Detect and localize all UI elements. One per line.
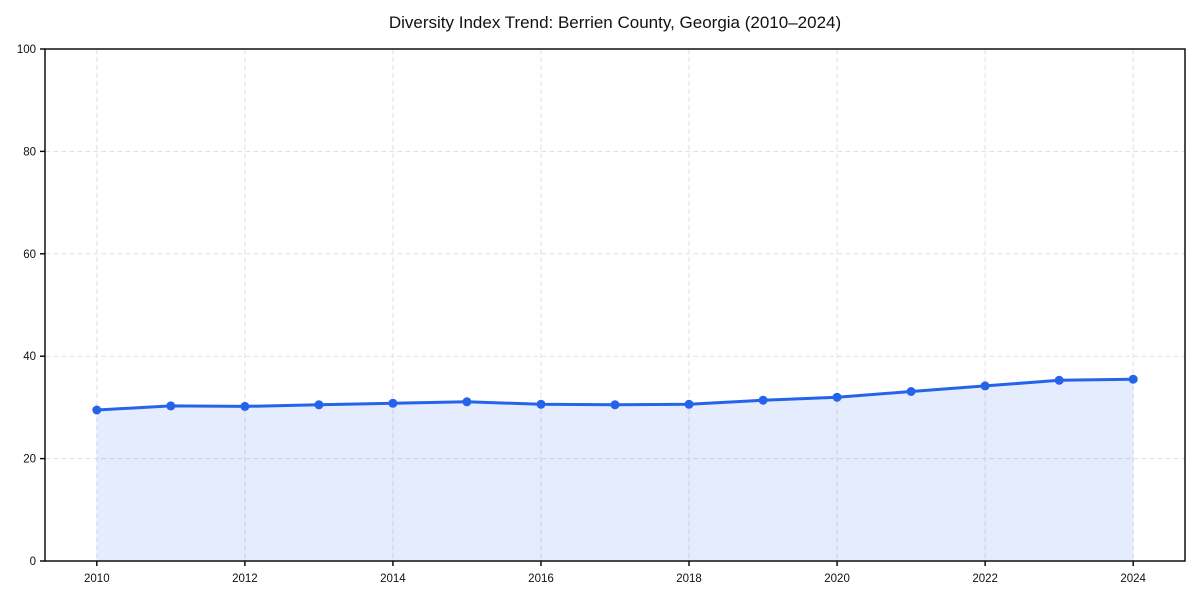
data-point-marker [462,397,472,407]
data-point-marker [832,392,842,402]
y-tick-label: 0 [30,556,36,568]
x-tick-label: 2020 [824,573,850,585]
data-point-marker [92,405,102,415]
data-point-marker [1054,375,1064,385]
y-tick-label: 20 [23,454,36,466]
axes [44,48,1186,562]
x-tick-label: 2018 [676,573,702,585]
data-point-marker [536,399,546,409]
data-points [92,374,1138,415]
x-tick-label: 2010 [84,573,110,585]
series-area-fill [96,379,1134,561]
plot-frame [44,48,1186,562]
data-point-marker [684,399,694,409]
area-fill [96,379,1134,561]
data-point-marker [906,387,916,396]
data-point-marker [166,401,176,411]
y-tick-label: 60 [23,249,36,261]
chart-title: Diversity Index Trend: Berrien County, G… [389,13,841,32]
x-tick-label: 2016 [528,573,554,585]
y-tick-label: 100 [17,44,36,56]
x-tick-label: 2012 [232,573,258,585]
data-point-marker [980,381,990,391]
data-point-marker [388,398,398,408]
data-point-marker [1128,374,1138,384]
axis-tick-labels: 0 20 40 60 80 100 2010 2012 2014 2016 2018 2020 2022… [17,44,1147,585]
x-tick-label: 2014 [380,573,406,585]
data-point-marker [610,400,620,410]
data-point-marker [758,395,768,405]
axis-ticks [40,48,1134,566]
data-point-marker [314,400,324,410]
x-tick-label: 2024 [1120,573,1146,585]
data-point-marker [240,401,250,411]
y-tick-label: 40 [23,351,36,363]
y-tick-label: 80 [23,146,36,158]
gridlines [45,49,1185,561]
x-tick-label: 2022 [972,573,998,585]
